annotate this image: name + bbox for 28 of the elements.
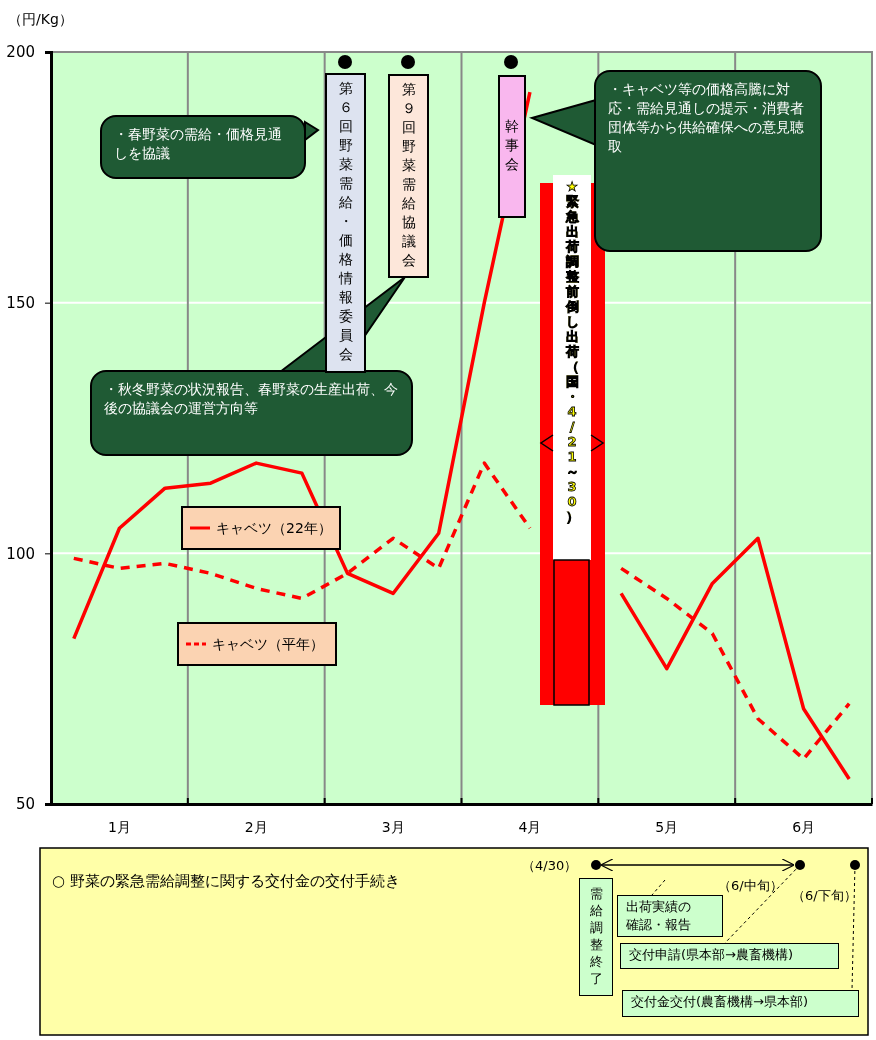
legend-label: キャベツ（平年） xyxy=(212,636,324,652)
speech-bubble: ・春野菜の需給・価格見通しを協議 xyxy=(100,115,306,179)
legend-label: キャベツ（22年） xyxy=(216,520,332,536)
vertical-label-box: 需給調整終了 xyxy=(579,878,613,996)
x-tick-label: 1月 xyxy=(107,818,131,835)
annotation: 幹事会 xyxy=(504,117,520,174)
y-tick-label: 200 xyxy=(6,43,35,62)
text: （6/下旬） xyxy=(792,887,857,905)
vertical-label-box: 第９回野菜需給協議会 xyxy=(388,74,429,278)
text: 交付金交付(農畜機構→県本部) xyxy=(622,990,859,1017)
y-tick-label: 100 xyxy=(6,544,35,563)
y-tick-label: 150 xyxy=(6,293,35,312)
text: 出荷実績の確認・報告 xyxy=(617,895,723,937)
speech-bubble: ・キャベツ等の価格高騰に対応・需給見通しの提示・消費者団体等から供給確保への意見聴取 xyxy=(594,70,822,252)
x-tick-label: 6月 xyxy=(792,818,816,835)
text: ★緊急出荷調整前倒し出荷（国・4/21～30） xyxy=(565,179,579,524)
x-tick-label: 2月 xyxy=(244,818,268,835)
y-tick-label: 50 xyxy=(15,795,35,814)
y-axis-title: （円/Kg） xyxy=(8,11,73,27)
text: ○ 野菜の緊急需給調整に関する交付金の交付手続き xyxy=(52,871,400,892)
x-tick-label: 4月 xyxy=(518,818,542,835)
vertical-label-box: 幹事会 xyxy=(498,75,526,218)
x-tick-label: 3月 xyxy=(381,818,405,835)
vertical-label-box: 第６回野菜需給・価格情報委員会 xyxy=(325,73,366,373)
text: 交付申請(県本部→農畜機構) xyxy=(620,943,839,969)
text: （4/30） xyxy=(522,857,578,875)
x-tick-label: 5月 xyxy=(655,818,679,835)
text: （6/中旬） xyxy=(718,877,783,895)
